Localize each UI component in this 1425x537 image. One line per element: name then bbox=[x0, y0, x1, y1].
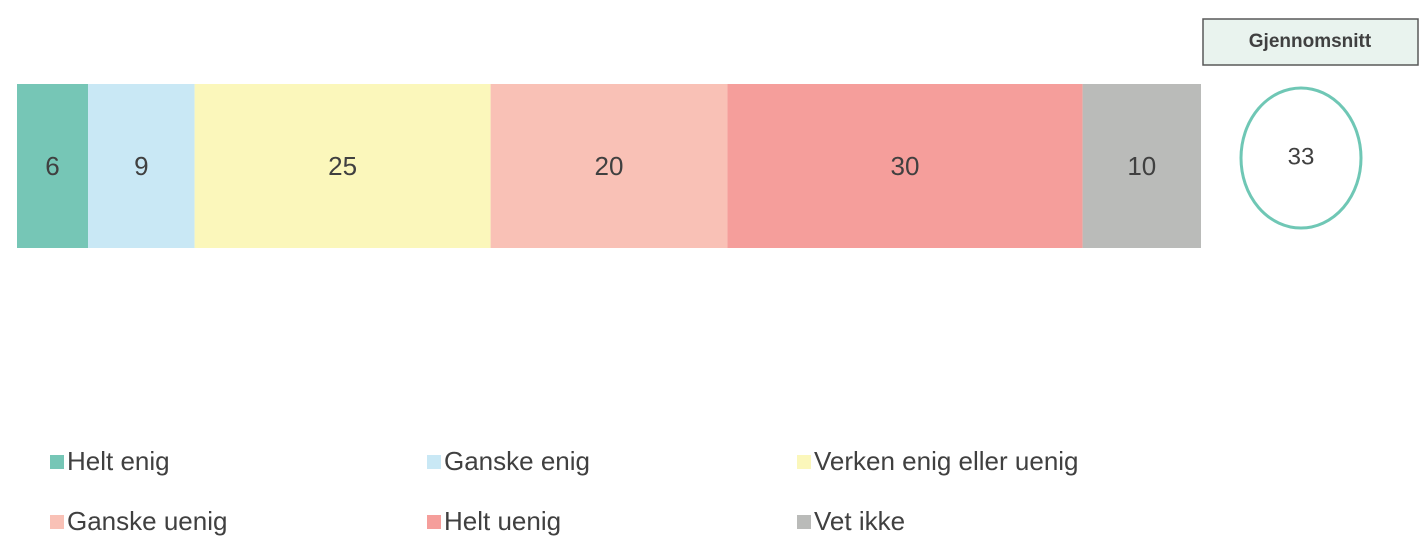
legend-text: Ganske enig bbox=[444, 446, 590, 476]
legend-text: Helt enig bbox=[67, 446, 170, 476]
average-header: Gjennomsnitt bbox=[1249, 31, 1372, 52]
average-ring bbox=[1239, 86, 1363, 230]
bar-segment bbox=[17, 84, 89, 248]
bar-segment bbox=[727, 84, 1083, 248]
legend-text: Verken enig eller uenig bbox=[814, 446, 1079, 476]
legend-swatch bbox=[797, 455, 811, 469]
average-header-box bbox=[1202, 18, 1419, 66]
legend-text: Helt uenig bbox=[444, 506, 561, 536]
legend-swatch bbox=[50, 455, 64, 469]
bar-segment bbox=[194, 84, 491, 248]
bar-segment bbox=[88, 84, 195, 248]
bar-segment bbox=[490, 84, 728, 248]
segment-label: 10 bbox=[1127, 151, 1156, 181]
segment-label: 20 bbox=[595, 151, 624, 181]
segment-label: 25 bbox=[328, 151, 357, 181]
legend-swatch bbox=[50, 515, 64, 529]
segment-label: 9 bbox=[134, 151, 148, 181]
segment-label: 30 bbox=[891, 151, 920, 181]
legend-swatch bbox=[427, 515, 441, 529]
legend-text: Vet ikke bbox=[814, 506, 905, 536]
legend-swatch bbox=[797, 515, 811, 529]
average-value: 33 bbox=[1288, 143, 1315, 170]
segment-label: 6 bbox=[45, 151, 59, 181]
legend-swatch bbox=[427, 455, 441, 469]
bar-segment bbox=[1082, 84, 1201, 248]
legend-text: Ganske uenig bbox=[67, 506, 227, 536]
